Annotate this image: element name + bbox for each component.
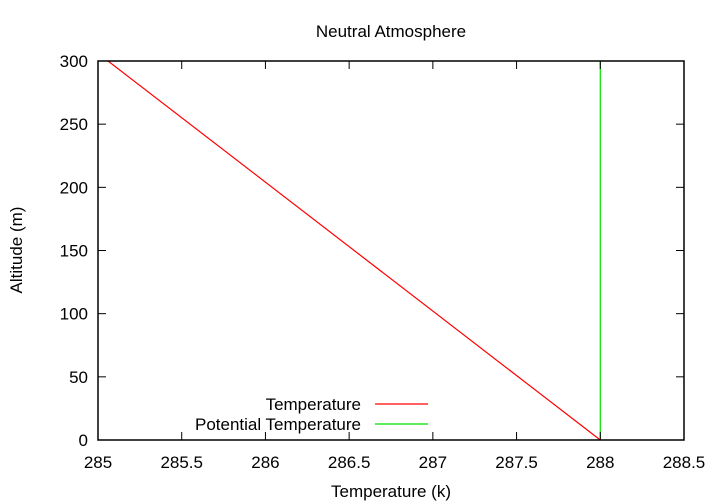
x-tick-label: 285 (84, 453, 112, 472)
y-axis-label: Altitude (m) (7, 207, 26, 294)
series-line-0 (107, 60, 601, 441)
x-tick-label: 288 (586, 453, 614, 472)
x-tick-label: 287.5 (495, 453, 538, 472)
x-tick-label: 288.5 (663, 453, 706, 472)
x-axis-label: Temperature (k) (331, 482, 451, 501)
y-tick-label: 100 (60, 305, 88, 324)
legend-label: Potential Temperature (195, 415, 361, 434)
chart-title: Neutral Atmosphere (316, 22, 466, 41)
y-tick-label: 300 (60, 52, 88, 71)
ticks-group: 285 285.5 286 286.5 287 287.5 288 288.5 0 50 100 15… (60, 52, 706, 472)
y-tick-label: 150 (60, 242, 88, 261)
plot-frame (97, 60, 685, 441)
x-tick-label: 285.5 (160, 453, 203, 472)
x-tick-label: 287 (419, 453, 447, 472)
series-group (107, 60, 601, 441)
y-tick-label: 0 (79, 431, 88, 450)
y-tick-label: 250 (60, 115, 88, 134)
y-tick-label: 50 (69, 368, 88, 387)
x-tick-label: 286.5 (328, 453, 371, 472)
legend-label: Temperature (266, 395, 361, 414)
y-tick-label: 200 (60, 178, 88, 197)
x-tick-label: 286 (251, 453, 279, 472)
